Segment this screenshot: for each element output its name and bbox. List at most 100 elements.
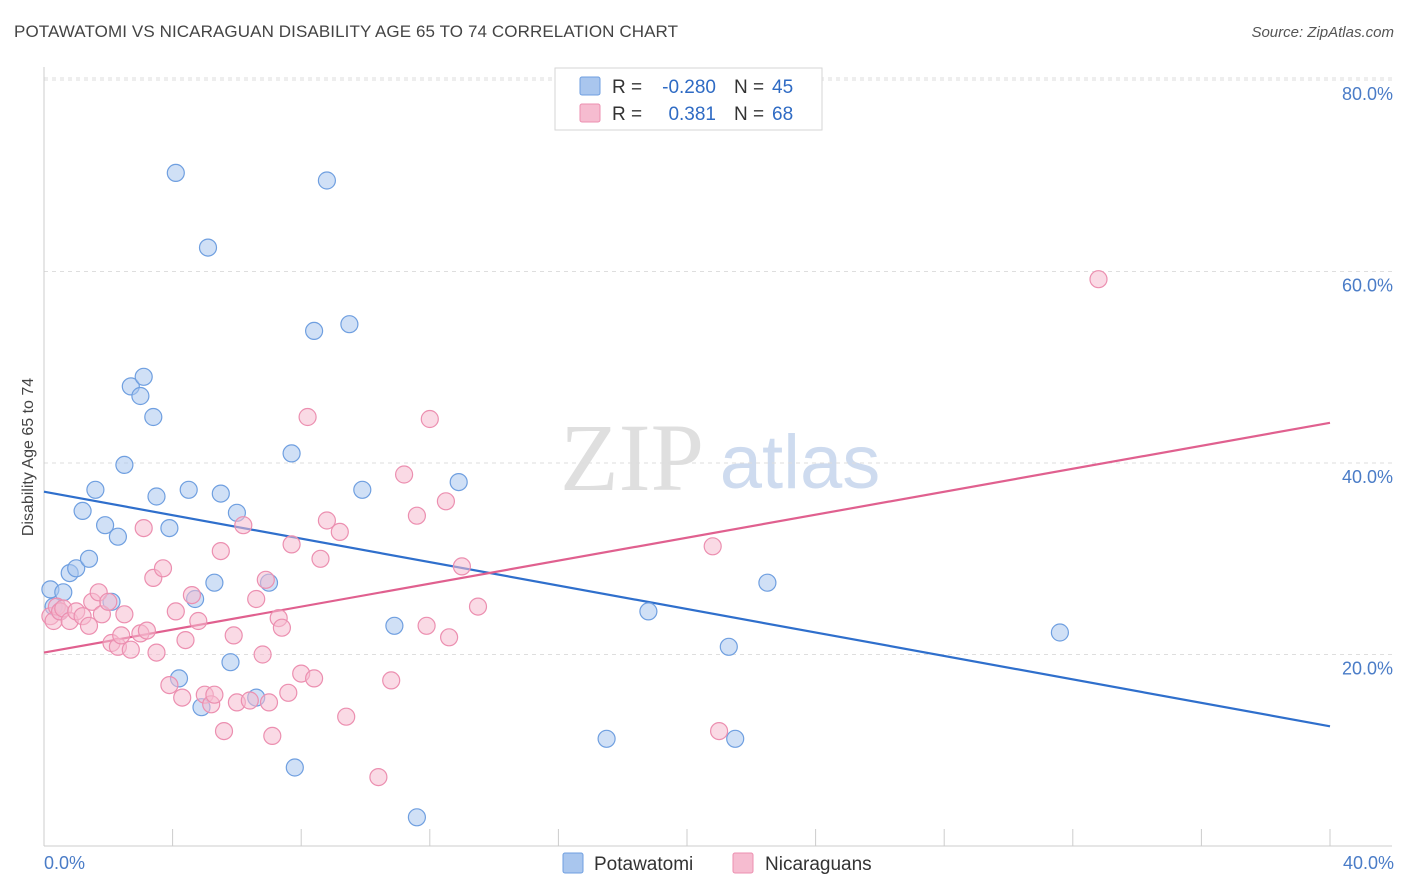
- nicaraguans-point-66: [709, 721, 729, 741]
- nicaraguans-point-53: [330, 522, 349, 542]
- nicaraguans-point-23: [153, 559, 173, 578]
- nicaraguans-point-58: [407, 506, 426, 525]
- y-tick-label-20: 20.0%: [1342, 659, 1393, 679]
- potawatomi-point-16: [144, 407, 163, 427]
- bottom-legend-label-nicaraguans: Nicaraguans: [765, 854, 872, 875]
- trend-line-nicaraguans: [43, 421, 1331, 654]
- potawatomi-point-41: [639, 602, 658, 621]
- bottom-legend-swatch-nicaraguans: [732, 852, 754, 874]
- nicaraguans-point-41: [256, 570, 275, 589]
- nicaraguans-point-46: [279, 683, 298, 702]
- nicaraguans-point-17: [121, 640, 140, 659]
- trend-line-potawatomi: [43, 490, 1331, 728]
- potawatomi-point-31: [282, 444, 301, 463]
- legend-swatch-nicaraguans: [579, 103, 601, 123]
- potawatomi-point-39: [449, 473, 468, 492]
- nicaraguans-point-47: [282, 535, 301, 554]
- chart-title: POTAWATOMI VS NICARAGUAN DISABILITY AGE …: [14, 22, 679, 41]
- data-points: [41, 163, 1108, 827]
- bottom-legend-label-potawatomi: Potawatomi: [594, 854, 693, 875]
- potawatomi-point-12: [115, 455, 134, 474]
- y-tick-label-80: 80.0%: [1342, 84, 1393, 104]
- nicaraguans-point-67: [1089, 270, 1108, 289]
- potawatomi-point-42: [719, 637, 738, 656]
- axes: 20.0% 40.0% 60.0% 80.0%: [43, 67, 1393, 847]
- potawatomi-point-26: [211, 484, 230, 503]
- nicaraguans-point-61: [436, 492, 455, 511]
- nicaraguans-point-51: [311, 549, 330, 568]
- nicaraguans-point-64: [468, 597, 488, 616]
- legend-r-value-1: -0.280: [662, 77, 716, 98]
- y-axis-label: Disability Age 65 to 74: [20, 378, 37, 536]
- potawatomi-point-34: [317, 171, 336, 190]
- nicaraguans-point-49: [298, 407, 317, 427]
- nicaraguans-point-57: [395, 465, 414, 484]
- x-tick-label-min: 0.0%: [44, 853, 85, 873]
- potawatomi-point-35: [340, 315, 359, 334]
- potawatomi-point-17: [147, 487, 166, 506]
- nicaraguans-point-60: [420, 409, 439, 429]
- watermark: ZIP atlas: [560, 404, 880, 511]
- potawatomi-point-32: [285, 758, 304, 777]
- nicaraguans-point-19: [134, 518, 153, 538]
- series-potawatomi: [41, 163, 1070, 827]
- nicaraguans-point-27: [176, 630, 195, 650]
- correlation-legend: R = -0.280 N = 45 R = 0.381 N = 68: [554, 67, 823, 131]
- legend-swatch-potawatomi: [579, 76, 601, 96]
- potawatomi-point-11: [108, 527, 128, 546]
- potawatomi-point-25: [205, 573, 224, 592]
- nicaraguans-point-20: [137, 621, 156, 640]
- nicaraguans-point-39: [247, 589, 266, 609]
- nicaraguans-point-40: [253, 645, 272, 664]
- series-legend: Potawatomi Nicaraguans: [562, 852, 872, 875]
- potawatomi-point-37: [385, 616, 404, 635]
- nicaraguans-point-28: [182, 585, 201, 605]
- potawatomi-point-7: [79, 549, 99, 568]
- x-tick-label-max: 40.0%: [1343, 853, 1394, 873]
- nicaraguans-point-63: [452, 557, 471, 576]
- nicaraguans-point-56: [382, 671, 401, 690]
- nicaraguans-point-24: [160, 675, 179, 695]
- potawatomi-point-36: [353, 480, 372, 499]
- y-tick-label-60: 60.0%: [1342, 276, 1393, 296]
- potawatomi-point-40: [597, 729, 616, 748]
- y-tick-label-40: 40.0%: [1342, 467, 1393, 487]
- gridlines: [44, 77, 1392, 655]
- potawatomi-point-18: [160, 518, 179, 538]
- potawatomi-point-43: [726, 729, 745, 748]
- potawatomi-point-44: [758, 573, 777, 592]
- nicaraguans-point-12: [99, 592, 118, 611]
- potawatomi-point-15: [134, 367, 153, 386]
- legend-n-label-1: N =: [734, 77, 764, 98]
- nicaraguans-point-50: [305, 669, 324, 688]
- legend-r-label-2: R =: [612, 104, 642, 125]
- watermark-zip: ZIP: [560, 404, 704, 511]
- nicaraguans-point-54: [337, 707, 356, 726]
- nicaraguans-point-29: [189, 611, 208, 631]
- source-label: Source: ZipAtlas.com: [1251, 24, 1394, 41]
- nicaraguans-point-15: [112, 626, 131, 645]
- nicaraguans-point-52: [317, 511, 336, 530]
- potawatomi-point-14: [131, 386, 150, 406]
- legend-n-value-1: 45: [772, 77, 793, 98]
- potawatomi-point-27: [221, 653, 240, 672]
- legend-n-value-2: 68: [772, 104, 793, 125]
- bottom-legend-swatch-potawatomi: [562, 852, 584, 874]
- nicaraguans-point-16: [115, 605, 134, 624]
- potawatomi-point-9: [95, 516, 115, 535]
- nicaraguans-point-65: [703, 537, 722, 556]
- nicaraguans-point-32: [205, 685, 224, 704]
- nicaraguans-point-25: [166, 602, 185, 621]
- nicaraguans-point-33: [211, 541, 230, 561]
- nicaraguans-point-55: [369, 767, 388, 787]
- potawatomi-point-24: [198, 238, 218, 257]
- nicaraguans-point-8: [79, 616, 99, 635]
- potawatomi-point-38: [407, 808, 426, 827]
- nicaraguans-point-35: [224, 626, 243, 645]
- potawatomi-point-21: [179, 480, 198, 499]
- nicaraguans-point-34: [214, 721, 234, 741]
- potawatomi-point-33: [305, 321, 324, 340]
- nicaraguans-point-37: [234, 516, 253, 535]
- nicaraguans-point-42: [259, 693, 279, 712]
